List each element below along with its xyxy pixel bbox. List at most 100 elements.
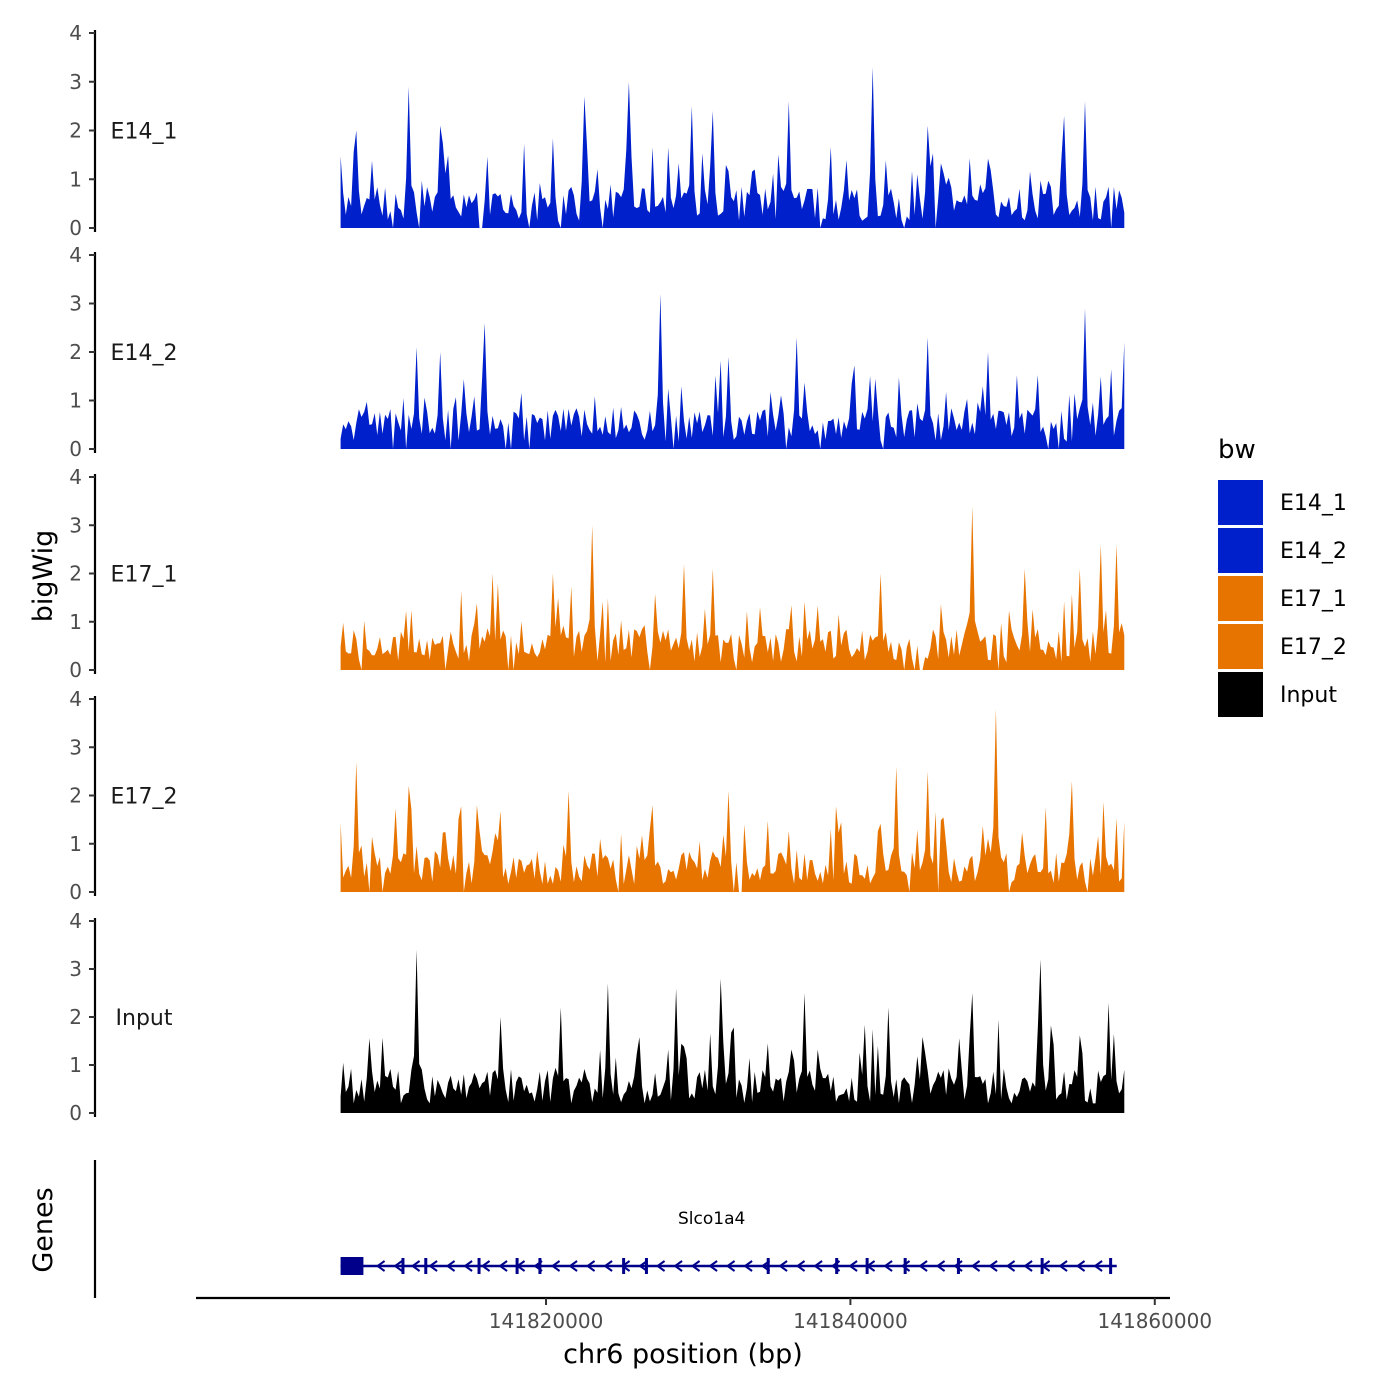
gene-label-Slco1a4: Slco1a4 <box>678 1209 745 1229</box>
strand-arrow <box>813 1260 823 1272</box>
strand-arrow <box>690 1260 701 1272</box>
strand-arrow <box>550 1260 561 1272</box>
y-tick-label: 1 <box>69 1053 82 1077</box>
x-tick-label: 141840000 <box>793 1309 908 1333</box>
track-E17_1: 0 1 2 3 4 E17_1 <box>69 465 1125 682</box>
legend-label-Input: Input <box>1280 683 1337 708</box>
strand-arrow <box>463 1260 473 1272</box>
y-tick-label: 4 <box>69 909 82 933</box>
strand-arrow <box>638 1260 648 1272</box>
track-E17_2: 0 1 2 3 4 E17_2 <box>69 687 1125 904</box>
strand-arrow <box>743 1260 753 1272</box>
y-tick-label: 3 <box>69 513 82 537</box>
y-tick-label: 4 <box>69 687 82 711</box>
signal-area-E14_1 <box>340 67 1125 228</box>
strand-arrow <box>410 1260 421 1272</box>
strand-arrow <box>900 1260 911 1272</box>
y-tick-label: 2 <box>69 340 82 364</box>
y-tick-label: 4 <box>69 21 82 45</box>
y-tick-label: 4 <box>69 243 82 267</box>
exon <box>538 1258 542 1274</box>
signal-area-E17_1 <box>340 506 1125 670</box>
strand-arrow <box>795 1260 806 1272</box>
signal-area-E17_2 <box>340 708 1125 892</box>
x-tick-label: 141820000 <box>489 1309 604 1333</box>
genes-axis-title: Genes <box>28 1187 59 1272</box>
y-tick-label: 0 <box>69 216 82 240</box>
legend-label-E14_1: E14_1 <box>1280 491 1347 516</box>
strand-arrow <box>1005 1260 1016 1272</box>
exon <box>956 1258 960 1274</box>
y-tick-label: 1 <box>69 832 82 856</box>
y-tick-label: 2 <box>69 784 82 808</box>
legend-key-E17_1 <box>1218 576 1263 621</box>
y-tick-label: 2 <box>69 562 82 586</box>
strand-arrow <box>655 1260 666 1272</box>
track-Input: 0 1 2 3 4 Input <box>69 909 1125 1125</box>
strand-arrow <box>918 1260 928 1272</box>
track-label-E14_1: E14_1 <box>111 120 178 145</box>
y-axis-title: bigWig <box>28 530 59 623</box>
exon <box>865 1258 869 1274</box>
legend-label-E14_2: E14_2 <box>1280 539 1347 564</box>
strand-arrow <box>375 1260 386 1272</box>
y-tick-label: 3 <box>69 735 82 759</box>
exon <box>622 1258 626 1274</box>
exon <box>644 1258 648 1274</box>
y-tick-label: 0 <box>69 1101 82 1125</box>
exon <box>1040 1258 1044 1274</box>
y-tick-label: 2 <box>69 119 82 143</box>
strand-arrow <box>725 1260 736 1272</box>
y-tick-label: 4 <box>69 465 82 489</box>
strand-arrow <box>428 1260 438 1272</box>
legend: bw E14_1 E14_2 E17_1 E17_2 Input <box>1218 435 1347 717</box>
y-tick-label: 3 <box>69 292 82 316</box>
track-label-E14_2: E14_2 <box>111 341 178 366</box>
y-tick-label: 0 <box>69 658 82 682</box>
y-tick-label: 3 <box>69 70 82 94</box>
legend-key-E17_2 <box>1218 624 1263 669</box>
strand-arrow <box>883 1260 893 1272</box>
strand-arrow <box>778 1260 788 1272</box>
exon <box>1109 1258 1113 1274</box>
x-tick-label: 141860000 <box>1098 1309 1213 1333</box>
y-tick-label: 1 <box>69 389 82 413</box>
strand-arrow <box>393 1260 403 1272</box>
gene-Slco1a4: Slco1a4 <box>340 1209 1117 1275</box>
track-label-Input: Input <box>116 1006 173 1031</box>
legend-label-E17_2: E17_2 <box>1280 635 1347 660</box>
strand-arrow <box>708 1260 718 1272</box>
y-tick-label: 1 <box>69 167 82 191</box>
strand-arrow <box>1023 1260 1033 1272</box>
strand-arrow <box>1093 1260 1103 1272</box>
strand-arrow <box>970 1260 981 1272</box>
exon <box>835 1258 839 1274</box>
strand-arrow <box>480 1260 491 1272</box>
strand-arrow <box>585 1260 596 1272</box>
exon <box>340 1257 364 1275</box>
exon <box>766 1258 770 1274</box>
legend-title: bw <box>1218 435 1256 465</box>
genes-panel: Slco1a4 <box>93 1160 1117 1298</box>
track-label-E17_2: E17_2 <box>111 785 178 810</box>
legend-label-E17_1: E17_1 <box>1280 587 1347 612</box>
exon <box>401 1258 405 1274</box>
strand-arrow <box>848 1260 858 1272</box>
y-tick-label: 0 <box>69 880 82 904</box>
signal-area-Input <box>340 949 1125 1113</box>
track-E14_2: 0 1 2 3 4 E14_2 <box>69 243 1125 461</box>
y-tick-label: 1 <box>69 610 82 634</box>
exon <box>903 1258 907 1274</box>
exon <box>477 1258 481 1274</box>
strand-arrow <box>603 1260 613 1272</box>
y-tick-label: 3 <box>69 957 82 981</box>
strand-arrow <box>1075 1260 1086 1272</box>
strand-arrow <box>673 1260 683 1272</box>
x-axis: 141820000 141840000 141860000 <box>196 1296 1213 1333</box>
x-axis-title: chr6 position (bp) <box>563 1339 803 1370</box>
legend-key-E14_1 <box>1218 480 1263 525</box>
y-tick-label: 2 <box>69 1005 82 1029</box>
track-E14_1: 0 1 2 3 4 E14_1 <box>69 21 1125 240</box>
legend-key-Input <box>1218 672 1263 717</box>
